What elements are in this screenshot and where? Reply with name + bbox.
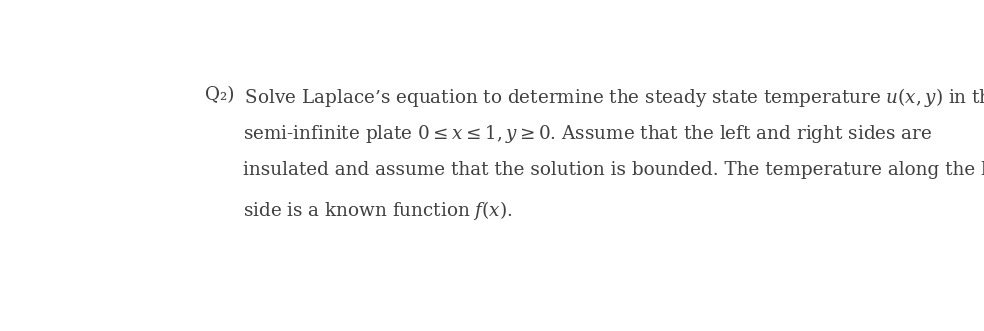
Text: Solve Laplace’s equation to determine the steady state temperature $u(x,y)$ in t: Solve Laplace’s equation to determine th… <box>239 86 984 109</box>
Text: semi-infinite plate $0 \leq x \leq 1, y \geq 0$. Assume that the left and right : semi-infinite plate $0 \leq x \leq 1, y … <box>243 123 933 145</box>
Text: insulated and assume that the solution is bounded. The temperature along the bot: insulated and assume that the solution i… <box>243 161 984 179</box>
Text: Q₂): Q₂) <box>206 86 235 104</box>
Text: side is a known function $f(x)$.: side is a known function $f(x)$. <box>243 199 513 222</box>
